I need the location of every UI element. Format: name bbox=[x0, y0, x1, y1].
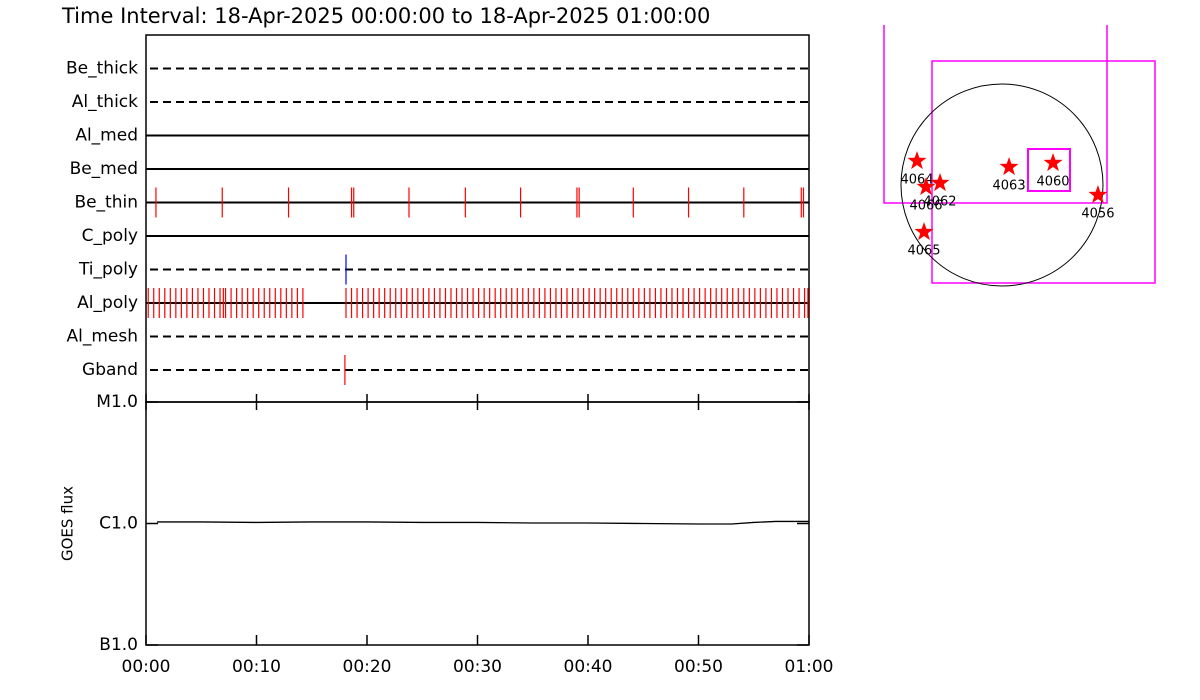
fov-outline bbox=[883, 25, 1108, 204]
x-tick-label: 00:20 bbox=[343, 657, 392, 677]
goes-curve bbox=[157, 520, 809, 525]
y-tick-label: C1.0 bbox=[99, 514, 138, 534]
x-tick-label: 00:10 bbox=[232, 657, 281, 677]
x-tick-label: 00:50 bbox=[674, 657, 723, 677]
region-marker bbox=[1043, 153, 1063, 172]
x-tick-label: 00:30 bbox=[453, 657, 502, 677]
region-label: 4056 bbox=[1081, 206, 1114, 221]
row-label: Be_thin bbox=[74, 193, 138, 213]
x-tick-label: 00:00 bbox=[122, 657, 171, 677]
region-marker bbox=[907, 151, 927, 170]
fov-box-small bbox=[1027, 148, 1071, 192]
region-label: 4066 bbox=[909, 198, 942, 213]
row-label: Al_med bbox=[75, 126, 138, 146]
x-tick-label: 01:00 bbox=[785, 657, 834, 677]
region-label: 4060 bbox=[1036, 175, 1069, 190]
timeline-frame bbox=[145, 34, 810, 403]
row-label: Al_thick bbox=[72, 92, 138, 112]
row-label: Ti_poly bbox=[78, 260, 138, 280]
region-marker bbox=[930, 173, 950, 192]
fov-boxes bbox=[883, 25, 1156, 284]
x-tick-label: 00:40 bbox=[564, 657, 613, 677]
region-label: 4063 bbox=[993, 179, 1026, 194]
region-marker bbox=[1088, 184, 1108, 204]
row-label: C_poly bbox=[82, 226, 138, 246]
fov-box bbox=[931, 60, 1156, 284]
solar-limb bbox=[900, 83, 1104, 287]
region-marker bbox=[916, 176, 936, 196]
region-marker bbox=[999, 157, 1019, 176]
row-label: Be_thick bbox=[66, 59, 138, 79]
region-label: 4065 bbox=[907, 244, 940, 259]
row-label: Al_poly bbox=[77, 293, 138, 313]
row-label: Gband bbox=[82, 360, 138, 380]
row-label: Al_mesh bbox=[66, 327, 138, 347]
y-axis-label: GOES flux bbox=[59, 486, 77, 561]
row-label: Be_med bbox=[70, 159, 138, 179]
chart-title: Time Interval: 18-Apr-2025 00:00:00 to 1… bbox=[61, 4, 710, 28]
region-marker bbox=[914, 222, 934, 241]
y-tick-label: M1.0 bbox=[96, 392, 138, 412]
region-label: 4062 bbox=[923, 195, 956, 210]
y-tick-label: B1.0 bbox=[99, 635, 138, 655]
